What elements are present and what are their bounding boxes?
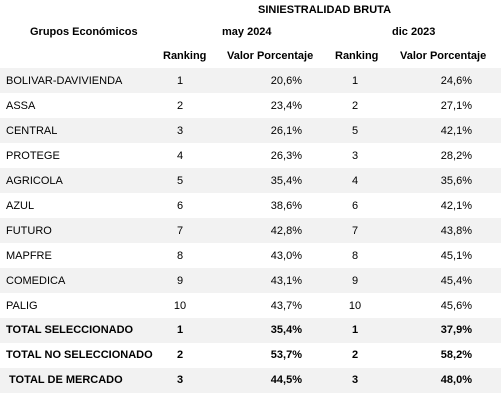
cell-rank-dic-2023: 6 [351, 200, 359, 212]
cell-value-may-2024: 35,4% [270, 324, 302, 336]
cell-rank-may-2024: 10 [173, 300, 187, 312]
cell-value-dic-2023: 28,2% [440, 150, 472, 162]
group-header: Grupos Económicos [30, 26, 138, 38]
col-header-ranking: Ranking [335, 50, 379, 62]
row-shading [0, 168, 501, 193]
cell-value-may-2024: 43,0% [270, 250, 302, 262]
row-shading [0, 68, 501, 93]
cell-rank-may-2024: 8 [176, 250, 184, 262]
cell-rank-may-2024: 9 [176, 275, 184, 287]
cell-value-dic-2023: 42,1% [440, 125, 472, 137]
cell-group: ASSA [6, 100, 36, 112]
period-header-dic-2023: dic 2023 [392, 26, 436, 38]
cell-rank-dic-2023: 5 [351, 125, 359, 137]
cell-rank-dic-2023: 10 [348, 300, 362, 312]
cell-value-dic-2023: 45,4% [440, 275, 472, 287]
cell-group: TOTAL SELECCIONADO [6, 324, 134, 336]
cell-group: PALIG [6, 300, 38, 312]
cell-value-dic-2023: 43,8% [440, 225, 472, 237]
cell-group: AZUL [6, 200, 35, 212]
cell-value-dic-2023: 48,0% [440, 374, 472, 386]
cell-value-may-2024: 43,7% [270, 300, 302, 312]
col-header-ranking: Ranking [163, 50, 207, 62]
cell-value-dic-2023: 42,1% [440, 200, 472, 212]
row-shading [0, 368, 501, 393]
cell-group: COMEDICA [6, 275, 66, 287]
cell-rank-dic-2023: 3 [351, 150, 359, 162]
cell-rank-may-2024: 1 [176, 75, 184, 87]
period-header-may-2024: may 2024 [222, 26, 272, 38]
cell-rank-may-2024: 6 [176, 200, 184, 212]
cell-group: TOTAL NO SELECCIONADO [6, 349, 153, 361]
cell-group: BOLIVAR-DAVIVIENDA [6, 75, 123, 87]
cell-rank-may-2024: 3 [176, 374, 184, 386]
row-shading [0, 218, 501, 243]
cell-value-dic-2023: 35,6% [440, 175, 472, 187]
cell-rank-may-2024: 4 [176, 150, 184, 162]
cell-rank-dic-2023: 2 [351, 349, 359, 361]
cell-rank-dic-2023: 1 [351, 324, 359, 336]
cell-value-dic-2023: 37,9% [440, 324, 472, 336]
cell-value-may-2024: 20,6% [270, 75, 302, 87]
cell-rank-dic-2023: 8 [351, 250, 359, 262]
cell-value-may-2024: 53,7% [270, 349, 302, 361]
cell-value-dic-2023: 24,6% [440, 75, 472, 87]
cell-group: PROTEGE [6, 150, 60, 162]
cell-value-may-2024: 44,5% [270, 374, 302, 386]
cell-value-dic-2023: 58,2% [440, 349, 472, 361]
cell-value-may-2024: 26,1% [270, 125, 302, 137]
cell-rank-dic-2023: 9 [351, 275, 359, 287]
col-header-valor: Valor Porcentaje [227, 50, 314, 62]
cell-value-may-2024: 43,1% [270, 275, 302, 287]
cell-rank-dic-2023: 1 [351, 75, 359, 87]
cell-rank-dic-2023: 4 [351, 175, 359, 187]
cell-group: FUTURO [6, 225, 52, 237]
cell-group: TOTAL DE MERCADO [9, 374, 123, 386]
cell-group: MAPFRE [6, 250, 52, 262]
cell-rank-may-2024: 3 [176, 125, 184, 137]
cell-value-may-2024: 38,6% [270, 200, 302, 212]
cell-value-may-2024: 23,4% [270, 100, 302, 112]
cell-rank-may-2024: 5 [176, 175, 184, 187]
cell-value-may-2024: 42,8% [270, 225, 302, 237]
cell-rank-may-2024: 7 [176, 225, 184, 237]
row-shading [0, 268, 501, 293]
col-header-valor: Valor Porcentaje [400, 50, 487, 62]
cell-rank-dic-2023: 3 [351, 374, 359, 386]
cell-value-may-2024: 35,4% [270, 175, 302, 187]
cell-value-dic-2023: 45,6% [440, 300, 472, 312]
super-header: SINIESTRALIDAD BRUTA [258, 4, 392, 16]
cell-value-may-2024: 26,3% [270, 150, 302, 162]
cell-group: CENTRAL [6, 125, 58, 137]
cell-rank-dic-2023: 2 [351, 100, 359, 112]
cell-value-dic-2023: 27,1% [440, 100, 472, 112]
row-shading [0, 318, 501, 343]
cell-rank-may-2024: 2 [176, 349, 184, 361]
cell-rank-dic-2023: 7 [351, 225, 359, 237]
cell-group: AGRICOLA [6, 175, 63, 187]
cell-value-dic-2023: 45,1% [440, 250, 472, 262]
cell-rank-may-2024: 1 [176, 324, 184, 336]
row-shading [0, 118, 501, 143]
cell-rank-may-2024: 2 [176, 100, 184, 112]
